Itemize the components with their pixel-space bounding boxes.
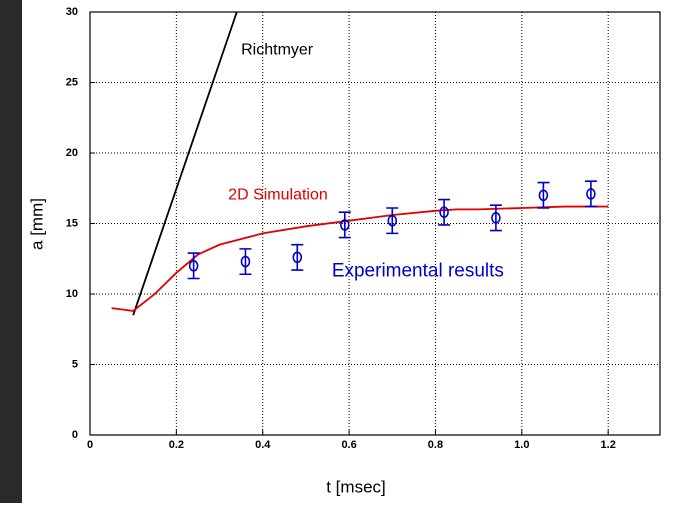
y-tick-label: 25 bbox=[66, 76, 78, 88]
x-tick-label: 0.8 bbox=[428, 439, 443, 451]
y-tick-label: 30 bbox=[66, 6, 78, 18]
error-bar bbox=[239, 248, 252, 276]
error-bar bbox=[338, 211, 351, 239]
y-tick-label: 5 bbox=[72, 358, 78, 370]
x-tick-label: 0 bbox=[87, 439, 93, 451]
x-axis-label: t [msec] bbox=[326, 477, 386, 496]
error-bar bbox=[438, 198, 451, 226]
error-bar bbox=[291, 243, 304, 271]
y-axis-label: a [mm] bbox=[27, 198, 46, 250]
data-point bbox=[491, 212, 501, 224]
data-point bbox=[387, 214, 398, 227]
photo-strip bbox=[0, 0, 22, 503]
annotation: Experimental results bbox=[332, 260, 504, 281]
error-bar bbox=[489, 204, 502, 232]
error-bar bbox=[386, 207, 399, 235]
x-tick-label: 1.2 bbox=[601, 439, 616, 451]
error-bar bbox=[537, 181, 550, 209]
y-tick-label: 0 bbox=[72, 429, 78, 441]
data-point bbox=[538, 189, 549, 202]
series-line bbox=[132, 11, 238, 316]
data-point bbox=[439, 206, 449, 219]
x-tick-label: 1.0 bbox=[514, 439, 529, 451]
annotation: Richtmyer bbox=[241, 41, 314, 58]
y-tick-label: 10 bbox=[66, 288, 78, 300]
data-point bbox=[586, 188, 596, 200]
data-point bbox=[240, 255, 251, 268]
error-bar bbox=[187, 252, 200, 280]
x-tick-label: 0.2 bbox=[169, 439, 184, 451]
annotation: 2D Simulation bbox=[228, 187, 328, 204]
error-bar bbox=[584, 180, 597, 208]
x-tick-label: 0.4 bbox=[255, 439, 271, 451]
x-tick-label: 0.6 bbox=[341, 439, 356, 451]
series-line bbox=[111, 205, 609, 312]
y-tick-label: 20 bbox=[66, 147, 78, 159]
data-point bbox=[188, 259, 199, 272]
data-point bbox=[339, 219, 350, 231]
y-tick-label: 15 bbox=[66, 217, 78, 229]
data-point bbox=[292, 251, 303, 264]
